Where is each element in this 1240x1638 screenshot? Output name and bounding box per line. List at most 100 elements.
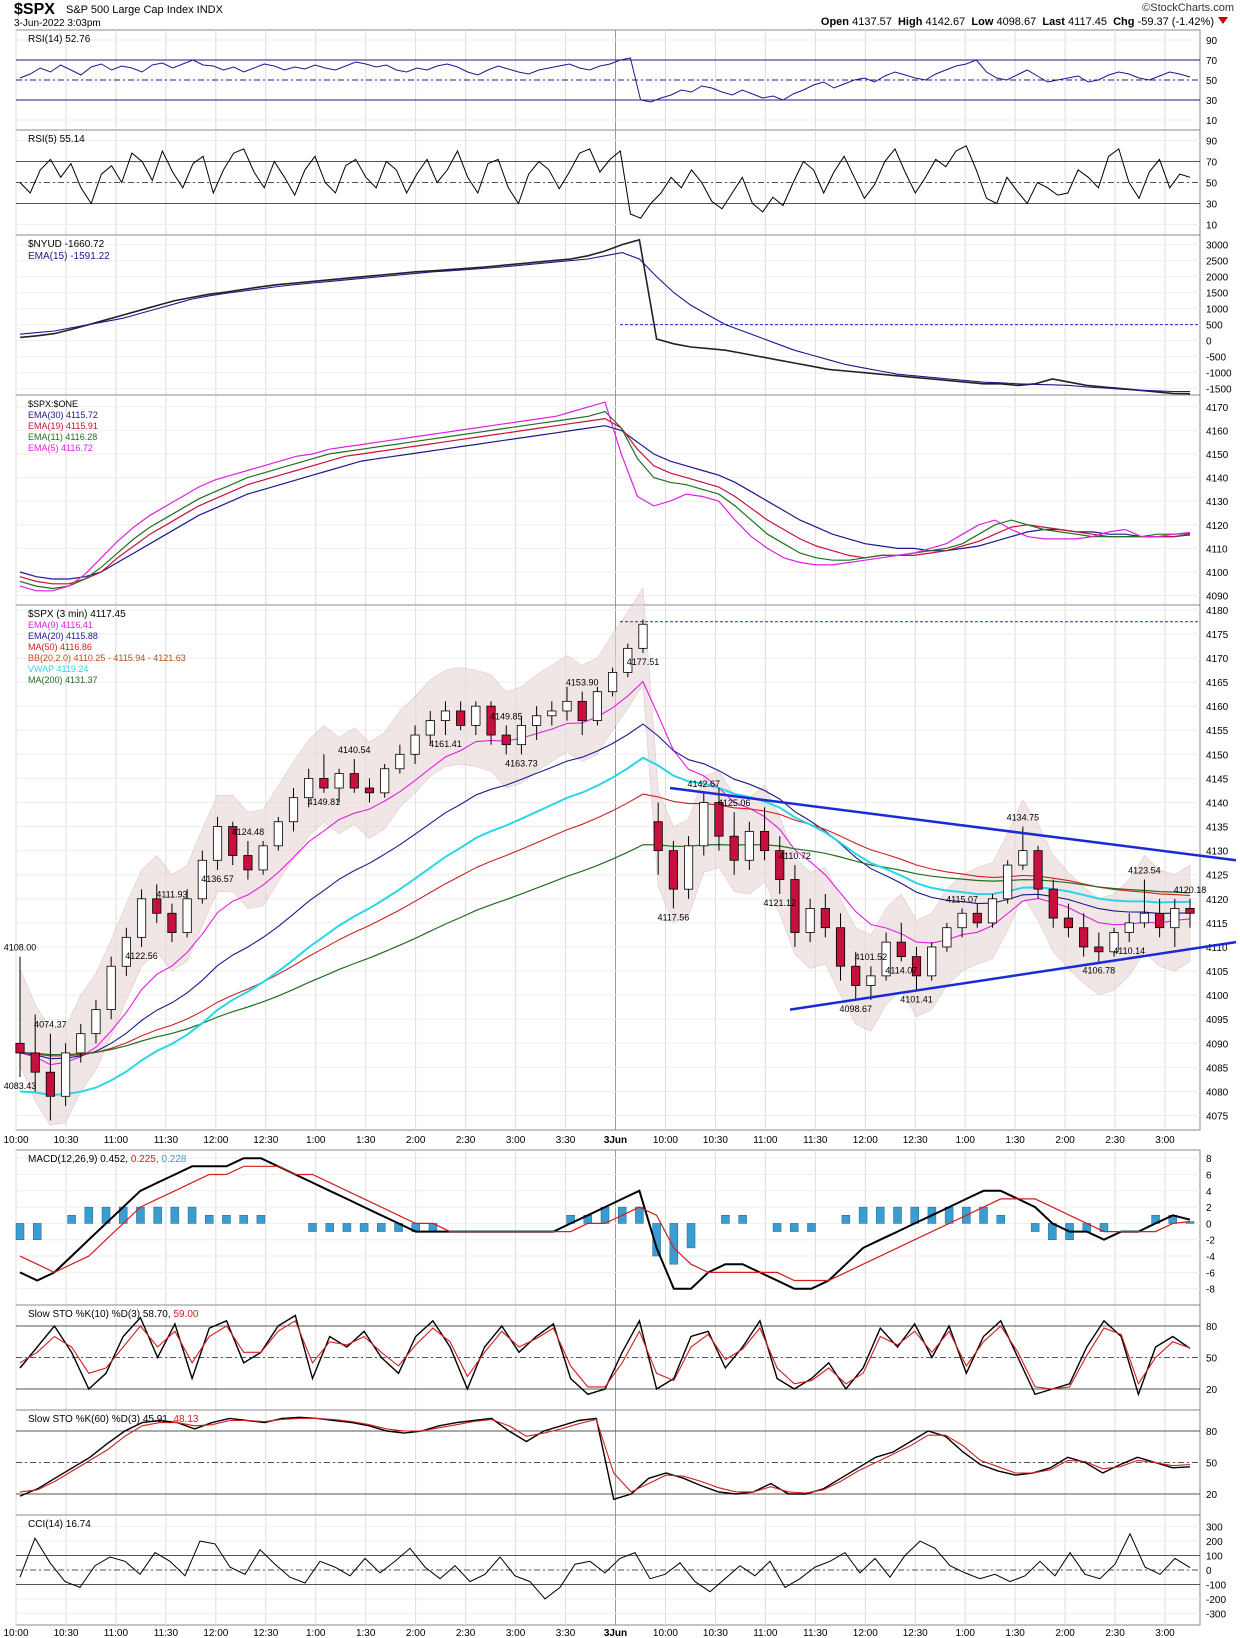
legend-nyud: $NYUD -1660.72: [28, 239, 105, 250]
y-tick-label: 100: [1206, 1552, 1223, 1563]
candle-body: [1139, 912, 1149, 924]
quote-summary: Open 4137.57 High 4142.67 Low 4098.67 La…: [821, 16, 1214, 28]
candle-body: [562, 700, 572, 712]
y-tick-label: -2: [1206, 1236, 1215, 1247]
price-annotation: 4161.41: [429, 739, 462, 749]
x-tick-label-top: 2:30: [1105, 1135, 1125, 1146]
candle-body: [395, 753, 405, 770]
macd-histogram-bar: [32, 1223, 42, 1240]
price-annotation: 4114.07: [885, 965, 917, 975]
y-tick-label: 1500: [1206, 289, 1229, 300]
candle-body: [167, 912, 177, 933]
legend-ema: EMA(19) 4115.91: [28, 421, 98, 431]
candle-body: [820, 908, 830, 929]
y-tick-label: 0: [1206, 1219, 1212, 1230]
price-annotation: 4142.67: [687, 779, 720, 789]
candle-body: [942, 927, 952, 948]
macd-histogram-bar: [222, 1215, 231, 1224]
legend-price: BB(20,2.0) 4110.25 - 4115.94 - 4121.63: [28, 653, 186, 663]
symbol-name: S&P 500 Large Cap Index INDX: [66, 4, 223, 16]
legend-price: EMA(20) 4115.88: [28, 631, 98, 641]
y-tick-label: 500: [1206, 321, 1223, 332]
ma200-line: [19, 843, 1191, 1056]
y-tick-label: 300: [1206, 1523, 1223, 1534]
y-tick-label: 4100: [1206, 991, 1229, 1002]
candle-body: [212, 826, 223, 861]
y-tick-label: 6: [1206, 1170, 1212, 1181]
price-annotation: 4121.12: [763, 898, 796, 908]
candle-body: [835, 927, 846, 967]
legend-rsi14: RSI(14) 52.76: [28, 34, 91, 45]
candle-body: [987, 898, 998, 924]
candle-body: [881, 941, 891, 977]
sto-d-line: [19, 1417, 1191, 1494]
x-tick-label-bottom: 10:00: [3, 1628, 28, 1638]
candle-body: [364, 787, 375, 794]
x-tick-label-bottom: 12:00: [203, 1628, 228, 1638]
candle-body: [273, 821, 283, 847]
y-tick-label: -6: [1206, 1268, 1215, 1279]
x-tick-label-top: 12:00: [203, 1135, 228, 1146]
candle-body: [516, 725, 527, 746]
candle-body: [1170, 908, 1180, 929]
y-tick-label: 4120: [1206, 895, 1229, 906]
y-tick-label: 2000: [1206, 273, 1229, 284]
candle-body: [486, 705, 496, 736]
y-tick-label: 30: [1206, 200, 1218, 211]
y-tick-label: 4130: [1206, 497, 1229, 508]
legend-ema: EMA(30) 4115.72: [28, 410, 98, 420]
macd-histogram-bar: [84, 1206, 94, 1224]
candle-body: [1018, 850, 1028, 866]
y-tick-label: 4170: [1206, 403, 1229, 414]
y-tick-label: 90: [1206, 137, 1218, 148]
y-tick-label: 4110: [1206, 544, 1228, 555]
candle-body: [775, 850, 785, 880]
y-tick-label: 4140: [1206, 474, 1229, 485]
x-tick-label-bottom: 3Jun: [604, 1628, 627, 1638]
y-tick-label: 50: [1206, 1354, 1218, 1365]
y-tick-label: 4165: [1206, 678, 1229, 689]
legend-ema: EMA(5) 4116.72: [28, 443, 93, 453]
y-tick-label: 4095: [1206, 1015, 1229, 1026]
candle-body: [349, 773, 359, 789]
bollinger-band: [19, 587, 1191, 1126]
macd-histogram-bar: [205, 1215, 214, 1224]
x-tick-label-bottom: 3:00: [506, 1628, 526, 1638]
macd-histogram-bar: [686, 1223, 696, 1249]
series-line-nyud-ema: [19, 252, 1190, 393]
candle-body: [699, 802, 709, 847]
price-annotation: 4136.57: [201, 874, 234, 884]
x-tick-label-top: 3:30: [556, 1135, 576, 1146]
macd-histogram-bar: [635, 1206, 644, 1224]
y-tick-label: 4150: [1206, 750, 1229, 761]
y-tick-label: 200: [1206, 1537, 1223, 1548]
legend-sto10: Slow STO %K(10) %D(3) 58.70, 59.00: [28, 1309, 199, 1320]
x-tick-label-top: 10:00: [653, 1135, 678, 1146]
ema9-line: [19, 680, 1191, 1066]
open-value: 4137.57: [852, 16, 892, 28]
candle-body: [653, 821, 663, 852]
candle-body: [182, 898, 192, 933]
y-tick-label: -8: [1206, 1285, 1215, 1296]
macd-histogram-bar: [1030, 1223, 1040, 1232]
y-tick-label: 2500: [1206, 257, 1229, 268]
price-annotation: 4134.75: [1007, 813, 1040, 823]
y-tick-label: 4130: [1206, 847, 1229, 858]
macd-histogram-bar: [669, 1223, 679, 1265]
sto-k-line: [19, 1314, 1191, 1397]
candle-body: [790, 879, 800, 933]
candle-body: [532, 715, 542, 726]
y-tick-label: 4135: [1206, 823, 1229, 834]
x-tick-label-top: 11:00: [104, 1135, 129, 1146]
macd-histogram-bar: [15, 1223, 25, 1240]
macd-histogram-bar: [979, 1206, 988, 1224]
x-tick-label-bottom: 2:00: [406, 1628, 426, 1638]
y-tick-label: -500: [1206, 353, 1226, 364]
y-tick-label: 30: [1206, 96, 1218, 107]
x-tick-label-bottom: 11:30: [803, 1628, 828, 1638]
resistance-trendline: [669, 786, 1237, 862]
candle-body: [45, 1071, 55, 1097]
stockcharts-logo[interactable]: ©StockCharts.com: [1142, 2, 1234, 14]
x-tick-label-bottom: 10:00: [653, 1628, 678, 1638]
candle-body: [759, 830, 770, 852]
